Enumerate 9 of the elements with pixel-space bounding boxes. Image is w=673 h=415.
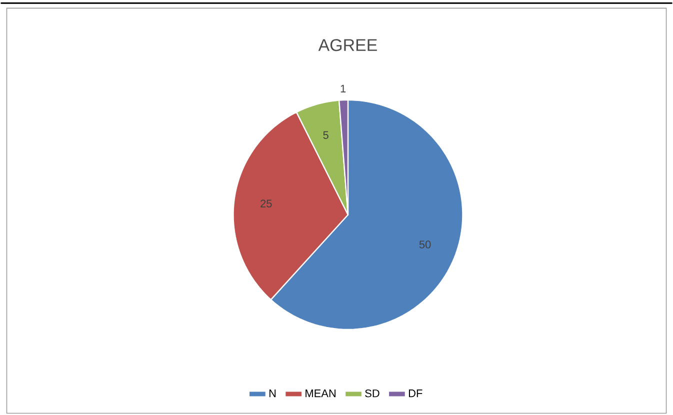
data-label: 25 <box>260 199 272 208</box>
legend-label: N <box>269 389 276 397</box>
legend-label: SD <box>365 389 380 398</box>
data-label: 50 <box>419 240 431 248</box>
data-label: 5 <box>323 131 328 139</box>
legend-label: MEAN <box>306 389 336 397</box>
data-label: 1 <box>340 84 346 92</box>
chart-title: AGREE <box>318 38 377 51</box>
legend-label: DF <box>408 389 422 397</box>
